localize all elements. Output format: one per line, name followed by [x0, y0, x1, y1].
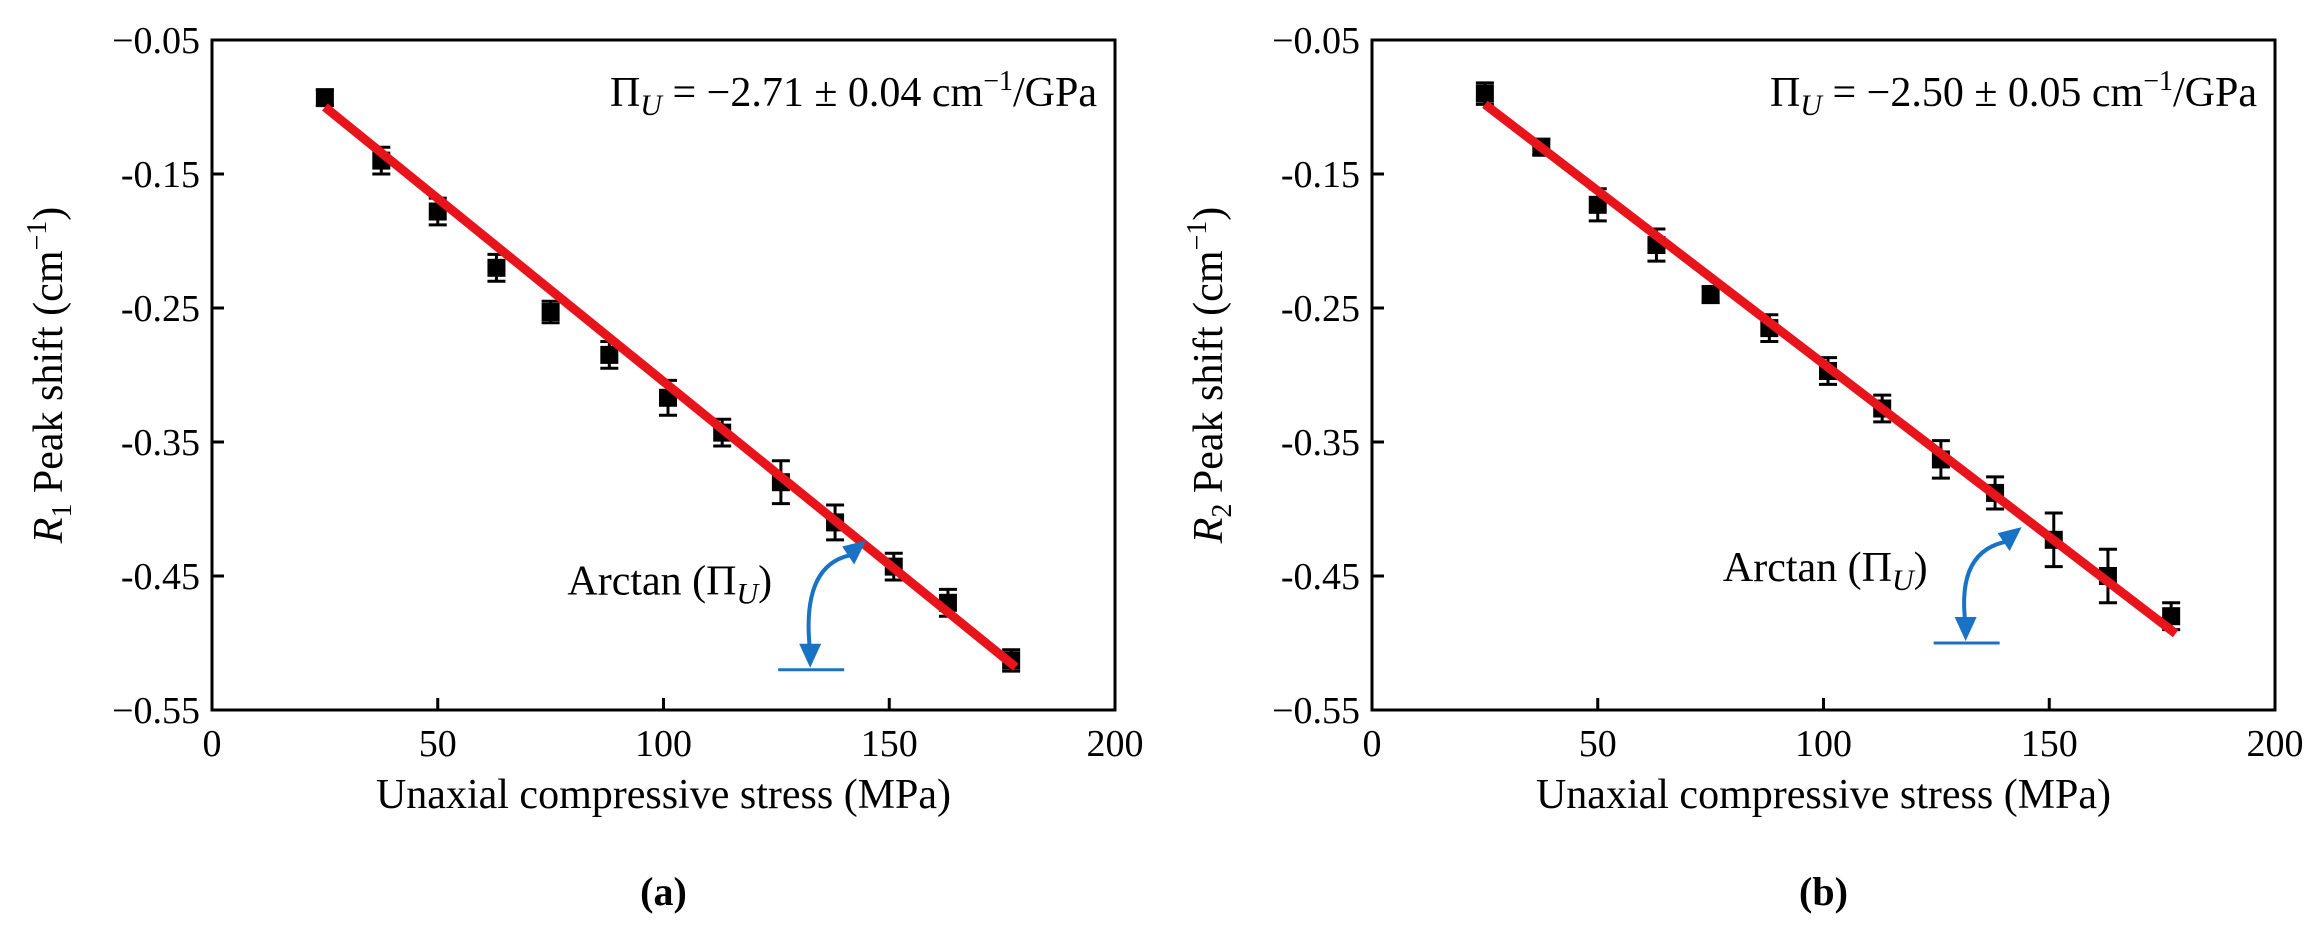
chart-panel-b: 0 50 100 150 200 −0.05 -0.15 -0.25 -0.35 -0.45 −0.…	[1160, 0, 2320, 936]
y-tick-label: -0.45	[121, 556, 200, 598]
x-axis-title: Unaxial compressive stress (MPa)	[376, 772, 951, 818]
y-tick-label: -0.25	[1281, 288, 1360, 330]
x-tick-label: 150	[861, 723, 918, 765]
x-tick-label: 0	[1363, 723, 1382, 765]
angle-arrowhead-top	[842, 540, 867, 565]
x-tick-label: 200	[2247, 723, 2304, 765]
data-marker	[600, 345, 619, 364]
y-axis-title: R1 Peak shift (cm−1)	[22, 207, 78, 545]
y-tick-label: -0.45	[1281, 556, 1360, 598]
fit-line	[322, 103, 1019, 671]
x-tick-label: 150	[2021, 723, 2078, 765]
x-tick-label: 100	[1795, 723, 1852, 765]
x-axis-title: Unaxial compressive stress (MPa)	[1536, 772, 2111, 818]
y-tick-label: −0.05	[112, 20, 200, 62]
data-point	[600, 340, 619, 370]
chart-panel-a: 0 50 100 150 200 −0.05 -0.15 -0.25 -0.35 -0.45 −0.…	[0, 0, 1160, 936]
y-tick-label: -0.35	[121, 422, 200, 464]
y-tick-label: −0.05	[1272, 20, 1360, 62]
y-tick-label: -0.15	[1281, 154, 1360, 196]
y-tick-label: -0.15	[121, 154, 200, 196]
data-marker	[1475, 84, 1494, 103]
x-tick-label: 50	[1579, 723, 1617, 765]
slope-annotation: ΠU = −2.50 ± 0.05 cm−1/GPa	[1770, 66, 2257, 122]
y-axis-title: R2 Peak shift (cm−1)	[1182, 207, 1238, 545]
data-point	[315, 88, 334, 108]
data-marker	[315, 88, 334, 107]
x-tick-label: 100	[635, 723, 692, 765]
chart-a-svg: 0 50 100 150 200 −0.05 -0.15 -0.25 -0.35 -0.45 −0.…	[22, 20, 1144, 914]
x-tick-label: 0	[203, 723, 222, 765]
x-tick-label: 200	[1087, 723, 1144, 765]
y-tick-label: -0.35	[1281, 422, 1360, 464]
y-tick-label: −0.55	[1272, 690, 1360, 732]
data-marker	[1701, 285, 1720, 304]
x-tick-label: 50	[419, 723, 457, 765]
panel-caption: (b)	[1799, 869, 1848, 914]
data-point	[487, 252, 506, 283]
angle-arrowhead-bottom	[799, 643, 822, 668]
data-marker	[487, 258, 506, 277]
panel-caption: (a)	[640, 869, 687, 914]
y-tick-label: −0.55	[112, 690, 200, 732]
angle-arc	[806, 552, 855, 653]
data-point	[541, 299, 560, 325]
angle-arc	[1962, 539, 2010, 626]
data-marker	[541, 303, 560, 322]
angle-arrowhead-bottom	[1954, 617, 1977, 641]
y-tick-label: -0.25	[121, 288, 200, 330]
data-marker	[2162, 607, 2181, 626]
slope-annotation: ΠU = −2.71 ± 0.04 cm−1/GPa	[610, 66, 1097, 122]
plot-frame	[210, 38, 1117, 712]
chart-b-svg: 0 50 100 150 200 −0.05 -0.15 -0.25 -0.35 -0.45 −0.…	[1182, 20, 2304, 914]
angle-arrowhead-top	[1997, 527, 2022, 552]
fit-line	[1482, 100, 2179, 638]
angle-label: Arctan (ΠU)	[1723, 545, 1928, 597]
data-point	[1701, 285, 1720, 305]
angle-label: Arctan (ΠU)	[567, 559, 772, 611]
data-point	[1475, 81, 1494, 106]
data-marker	[1588, 195, 1607, 214]
